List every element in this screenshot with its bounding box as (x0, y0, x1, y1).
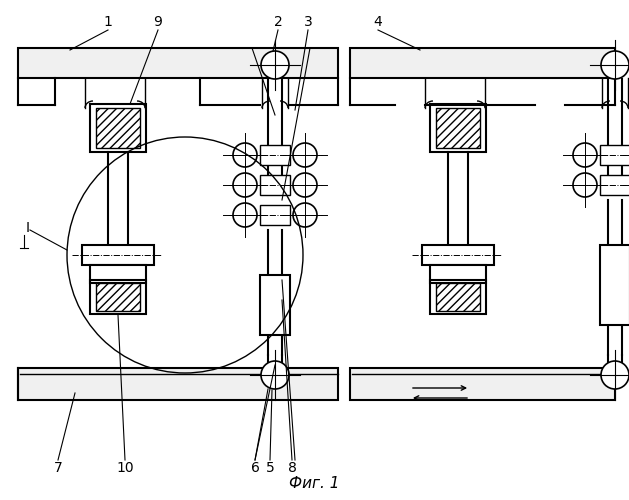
Circle shape (601, 51, 629, 79)
Text: 7: 7 (53, 461, 62, 475)
Bar (96, 283, 140, 311)
Circle shape (233, 173, 257, 197)
Bar (430, 280, 486, 314)
Bar (600, 245, 629, 325)
Bar (96, 108, 140, 148)
Text: 1: 1 (104, 15, 113, 29)
Bar (260, 205, 290, 225)
Bar (260, 175, 290, 195)
Circle shape (293, 173, 317, 197)
Text: 6: 6 (250, 461, 259, 475)
Text: 10: 10 (116, 461, 134, 475)
Bar (430, 265, 486, 283)
Text: 4: 4 (374, 15, 382, 29)
Bar (600, 175, 629, 195)
Bar (90, 280, 146, 314)
Circle shape (233, 143, 257, 167)
Bar (18, 368, 338, 400)
Bar (90, 104, 146, 152)
Circle shape (261, 361, 289, 389)
Circle shape (293, 143, 317, 167)
Bar (82, 245, 154, 265)
Circle shape (233, 203, 257, 227)
Bar (350, 48, 615, 78)
Bar (436, 283, 480, 311)
Bar (350, 368, 615, 400)
Text: 8: 8 (287, 461, 296, 475)
Bar (430, 104, 486, 152)
Text: 2: 2 (274, 15, 282, 29)
Text: 5: 5 (265, 461, 274, 475)
Bar (90, 265, 146, 283)
Bar (436, 108, 480, 148)
Circle shape (573, 143, 597, 167)
Bar (600, 145, 629, 165)
Circle shape (601, 361, 629, 389)
Bar (260, 275, 290, 335)
Bar (18, 48, 338, 78)
Circle shape (573, 173, 597, 197)
Text: 3: 3 (304, 15, 313, 29)
Text: Фиг. 1: Фиг. 1 (289, 476, 339, 490)
Bar (422, 245, 494, 265)
Text: 9: 9 (153, 15, 162, 29)
Circle shape (293, 203, 317, 227)
Bar (260, 145, 290, 165)
Text: I: I (26, 221, 30, 235)
Circle shape (261, 51, 289, 79)
